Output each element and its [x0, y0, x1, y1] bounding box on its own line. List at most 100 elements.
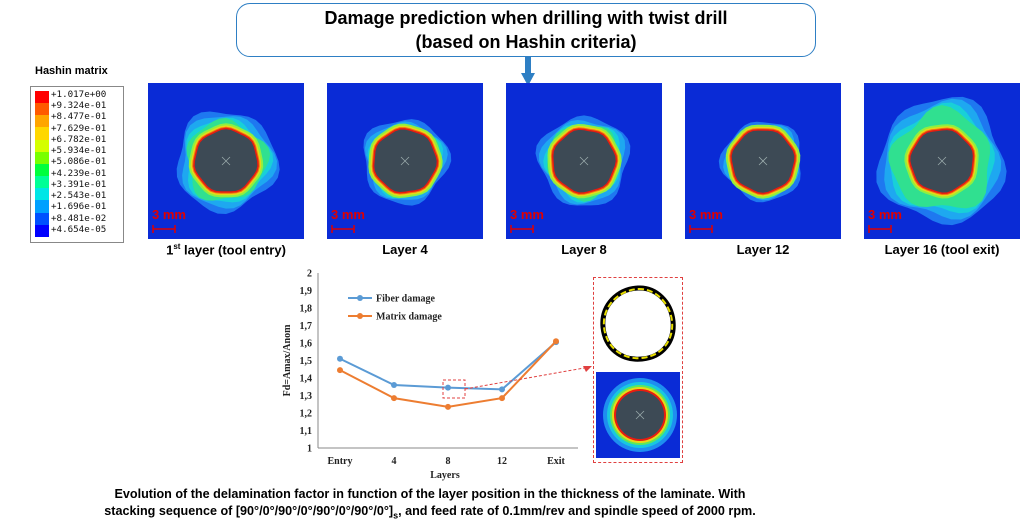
scale-bar: [152, 225, 176, 233]
center-mark: [758, 156, 768, 166]
legend-value: +8.481e-02: [51, 212, 107, 224]
damage-panel-layer-4: 3 mm: [327, 83, 483, 239]
connector-arrow: [442, 366, 592, 399]
scale-label: 3 mm: [689, 207, 723, 222]
scale-label: 3 mm: [868, 207, 902, 222]
figure-caption: Evolution of the delamination factor in …: [0, 486, 860, 525]
center-mark: [400, 156, 410, 166]
data-point: [553, 338, 559, 345]
legend-value: +4.239e-01: [51, 167, 107, 179]
down-arrow-icon: [521, 57, 535, 86]
scale-label: 3 mm: [510, 207, 544, 222]
legend-swatch: [35, 176, 49, 189]
scale-bar: [689, 225, 713, 233]
legend-value: +5.086e-01: [51, 156, 107, 168]
scale-label: 3 mm: [331, 207, 365, 222]
y-tick-label: 1,1: [300, 426, 313, 437]
caption-line-1: Evolution of the delamination factor in …: [114, 487, 746, 501]
title-line-2: (based on Hashin criteria): [415, 32, 637, 52]
legend-swatch: [35, 103, 49, 116]
x-tick-label: 8: [446, 456, 451, 467]
layer-label-12: Layer 12: [736, 242, 790, 257]
title-line-1: Damage prediction when drilling with twi…: [324, 8, 728, 28]
y-axis-label: Fd=Amax/Anom: [282, 324, 293, 396]
center-mark: [221, 156, 231, 166]
y-tick-label: 1,7: [300, 321, 313, 332]
damage-panel-layer-12: 3 mm: [685, 83, 841, 239]
legend-swatch: [35, 151, 49, 164]
legend-value: +6.782e-01: [51, 133, 107, 145]
caption-line-2: stacking sequence of [90°/0°/90°/0°/90°/…: [104, 504, 756, 521]
y-tick-label: 2: [307, 269, 312, 280]
y-tick-label: 1: [307, 444, 312, 455]
inset-damage-map: [596, 372, 680, 458]
legend-swatch: [35, 139, 49, 152]
damage-panel-entry: 3 mm: [148, 83, 304, 239]
layer-label-4: Layer 4: [382, 242, 428, 257]
legend-label: Matrix damage: [376, 312, 442, 323]
legend-value: +2.543e-01: [51, 190, 107, 202]
legend-value: +4.654e-05: [51, 223, 107, 235]
x-tick-label: Entry: [328, 456, 353, 467]
data-point: [391, 395, 397, 402]
legend-swatch: [35, 200, 49, 213]
legend-swatch: [35, 163, 49, 177]
damage-panel-exit: 3 mm: [864, 83, 1020, 239]
data-point: [337, 367, 343, 374]
data-point: [499, 386, 505, 393]
data-point: [445, 384, 451, 391]
data-point: [499, 395, 505, 402]
x-tick-label: 4: [392, 456, 397, 467]
legend-color-bar: [35, 91, 49, 237]
inset-box: [593, 277, 683, 463]
color-legend: +1.017e+00 +9.324e-01 +8.477e-01 +7.629e-01…: [30, 86, 124, 243]
x-tick-label: Exit: [547, 456, 565, 467]
y-tick-label: 1,6: [300, 339, 313, 350]
legend-swatch: [35, 115, 49, 128]
legend-swatch: [35, 91, 49, 104]
scale-bar: [868, 225, 892, 233]
scale-bar: [510, 225, 534, 233]
scale-label: 3 mm: [152, 207, 186, 222]
scale-bar: [331, 225, 355, 233]
inset-contour: [600, 285, 676, 362]
x-axis-label: Layers: [430, 470, 460, 481]
y-tick-label: 1,4: [300, 374, 313, 385]
legend-value: +1.696e-01: [51, 201, 107, 213]
legend-values: +1.017e+00 +9.324e-01 +8.477e-01 +7.629e-01…: [51, 89, 106, 235]
y-tick-label: 1,2: [300, 409, 313, 420]
legend-marker: [357, 313, 363, 319]
data-point: [391, 382, 397, 388]
damage-contour-ring: [194, 129, 258, 192]
center-mark: [937, 156, 947, 166]
damage-contour-ring: [731, 130, 795, 193]
legend-title: Hashin matrix: [35, 65, 108, 77]
legend-marker: [357, 295, 363, 301]
legend-value: +8.477e-01: [51, 111, 107, 123]
layer-label-8: Layer 8: [561, 242, 607, 257]
layer-label-exit: Layer 16 (tool exit): [884, 242, 1000, 257]
legend-swatch: [35, 224, 49, 237]
legend-value: +5.934e-01: [51, 145, 107, 157]
layer-label-entry: 1st layer (tool entry): [166, 242, 286, 258]
damage-panel-layer-8: 3 mm: [506, 83, 662, 239]
y-tick-label: 1,9: [300, 286, 313, 297]
title-box: Damage prediction when drilling with twi…: [236, 3, 816, 57]
inset-images: [596, 285, 680, 458]
y-tick-label: 1,5: [300, 356, 313, 367]
legend-swatch: [35, 212, 49, 225]
x-tick-label: 12: [497, 456, 507, 467]
data-point: [337, 355, 343, 362]
legend-value: +1.017e+00: [51, 89, 107, 100]
data-point: [445, 403, 451, 410]
legend-value: +3.391e-01: [51, 178, 107, 190]
center-mark: [579, 156, 589, 166]
legend-swatch: [35, 188, 49, 201]
y-tick-label: 1,8: [300, 304, 313, 315]
legend-value: +9.324e-01: [51, 100, 107, 112]
delamination-chart: 1 1,1 1,2 1,3 1,4 1,5 1,6 1,7 1,8 1,9 2 Entry 4 8 12 Ex…: [282, 269, 578, 481]
y-tick-label: 1,3: [300, 391, 313, 402]
legend-value: +7.629e-01: [51, 122, 107, 134]
legend-label: Fiber damage: [376, 294, 436, 305]
legend-swatch: [35, 127, 49, 140]
